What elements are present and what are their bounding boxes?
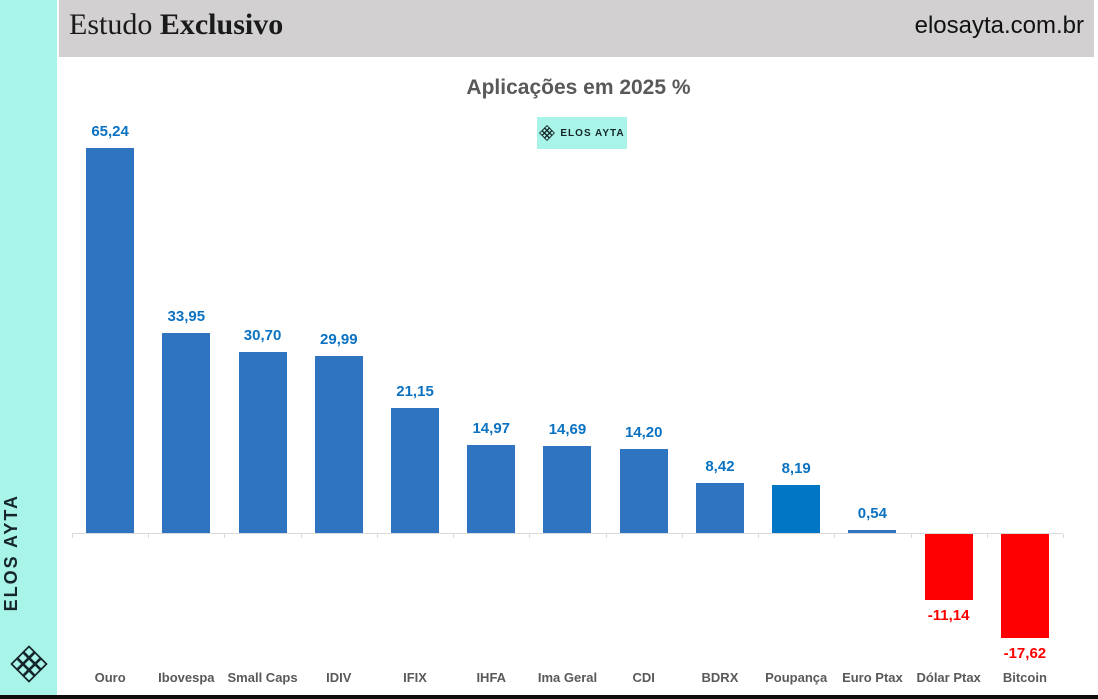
bar-value-label: 29,99 bbox=[320, 331, 358, 348]
x-axis-baseline bbox=[72, 533, 1063, 534]
bar-value-label: 21,15 bbox=[396, 383, 434, 400]
bar-ouro bbox=[86, 148, 135, 533]
masthead-title: Estudo Exclusivo bbox=[69, 8, 283, 42]
x-axis-tick bbox=[605, 534, 607, 538]
category-label: IDIV bbox=[326, 670, 352, 685]
bar-value-label: 8,42 bbox=[705, 458, 735, 475]
bar-slot: 21,15 IFIX bbox=[377, 0, 453, 699]
bar-cdi bbox=[619, 449, 668, 533]
bar-value-label: -17,62 bbox=[1003, 645, 1047, 662]
x-axis-tick bbox=[148, 534, 150, 538]
elos-lattice-icon bbox=[539, 125, 556, 141]
category-label: Ouro bbox=[94, 670, 126, 685]
brand-badge: ELOS AYTA bbox=[537, 117, 627, 149]
bar-value-label: 14,20 bbox=[624, 424, 663, 441]
bar-value-label: 30,70 bbox=[243, 327, 282, 344]
x-axis-tick bbox=[72, 534, 73, 538]
category-label: Ibovespa bbox=[158, 670, 215, 685]
chart-title: Aplicações em 2025 % bbox=[466, 76, 691, 99]
bar-value-label: 14,97 bbox=[472, 420, 511, 437]
bar-value-label: 65,24 bbox=[91, 123, 129, 140]
masthead: Estudo Exclusivo elosayta.com.br bbox=[59, 0, 1094, 57]
bar-ima-geral bbox=[543, 446, 592, 533]
category-label: Ima Geral bbox=[537, 670, 598, 685]
bar-slot: 14,69 Ima Geral bbox=[529, 0, 605, 699]
bottom-border-rule bbox=[0, 695, 1098, 699]
x-axis-tick bbox=[910, 534, 912, 538]
x-axis-tick bbox=[1063, 534, 1064, 538]
bar-slot: 14,97 IHFA bbox=[453, 0, 529, 699]
category-label: Bitcoin bbox=[1002, 670, 1047, 685]
category-label: Dólar Ptax bbox=[916, 670, 981, 685]
bar-ifix bbox=[391, 408, 440, 533]
brand-badge-label: ELOS AYTA bbox=[560, 127, 625, 139]
category-label: Small Caps bbox=[227, 670, 298, 685]
sidebar-brand-text: ELOS AYTA bbox=[0, 493, 21, 611]
bar-ibovespa bbox=[162, 333, 211, 533]
bar-bdrx bbox=[695, 483, 744, 533]
bar-value-label: 14,69 bbox=[548, 421, 587, 438]
bar-value-label: -11,14 bbox=[927, 607, 970, 624]
bar-euro-ptax bbox=[848, 530, 897, 533]
bar-idiv bbox=[314, 356, 363, 533]
bar-value-label: 0,54 bbox=[857, 505, 887, 522]
bar-value-label: 33,95 bbox=[167, 308, 206, 325]
x-axis-tick bbox=[986, 534, 988, 538]
category-label: BDRX bbox=[701, 670, 739, 685]
bar-slot: 8,19 Poupança bbox=[758, 0, 834, 699]
category-label: Euro Ptax bbox=[842, 670, 903, 685]
x-axis-tick bbox=[224, 534, 226, 538]
bar-value-label: 8,19 bbox=[781, 460, 811, 477]
category-label: IFIX bbox=[403, 670, 427, 685]
masthead-title-regular: Estudo bbox=[69, 8, 153, 41]
x-axis-tick bbox=[300, 534, 302, 538]
bar-ihfa bbox=[467, 445, 516, 533]
bar-slot: 0,54 Euro Ptax bbox=[834, 0, 910, 699]
bar-slot: -11,14 Dólar Ptax bbox=[911, 0, 987, 699]
masthead-site-url: elosayta.com.br bbox=[914, 12, 1084, 39]
bar-small-caps bbox=[238, 352, 287, 533]
bar-poupança bbox=[772, 485, 821, 533]
brand-sidebar: ELOS AYTA bbox=[0, 0, 57, 699]
bar-slot: 14,20 CDI bbox=[606, 0, 682, 699]
bar-slot: 65,24 Ouro bbox=[72, 0, 148, 699]
category-label: Poupança bbox=[765, 670, 828, 685]
bar-slot: 33,95 Ibovespa bbox=[148, 0, 224, 699]
bar-chart-plot: 65,24 Ouro 33,95 Ibovespa 30,70 Small Caps 29,… bbox=[72, 0, 1063, 699]
bar-slot: 8,42 BDRX bbox=[682, 0, 758, 699]
bar-slot: -17,62 Bitcoin bbox=[987, 0, 1063, 699]
x-axis-tick bbox=[681, 534, 683, 538]
elos-lattice-icon bbox=[9, 645, 48, 683]
x-axis-tick bbox=[376, 534, 378, 538]
bar-slot: 30,70 Small Caps bbox=[224, 0, 300, 699]
x-axis-tick bbox=[453, 534, 455, 538]
category-label: CDI bbox=[632, 670, 655, 685]
bar-bitcoin bbox=[1000, 534, 1049, 638]
x-axis-tick bbox=[834, 534, 836, 538]
x-axis-tick bbox=[529, 534, 531, 538]
bar-slot: 29,99 IDIV bbox=[301, 0, 377, 699]
masthead-title-bold: Exclusivo bbox=[159, 8, 284, 41]
category-label: IHFA bbox=[476, 670, 507, 685]
bar-dólar-ptax bbox=[924, 534, 973, 600]
x-axis-tick bbox=[758, 534, 760, 538]
